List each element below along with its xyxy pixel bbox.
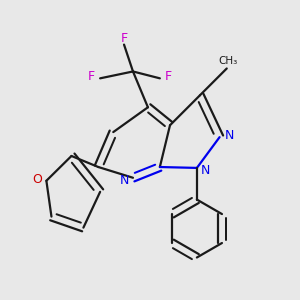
Text: N: N: [119, 174, 129, 187]
Text: F: F: [88, 70, 95, 83]
Text: F: F: [164, 70, 172, 83]
Text: F: F: [121, 32, 128, 44]
Text: N: N: [200, 164, 210, 177]
Text: N: N: [225, 129, 234, 142]
Text: O: O: [32, 173, 42, 186]
Text: CH₃: CH₃: [219, 56, 238, 66]
